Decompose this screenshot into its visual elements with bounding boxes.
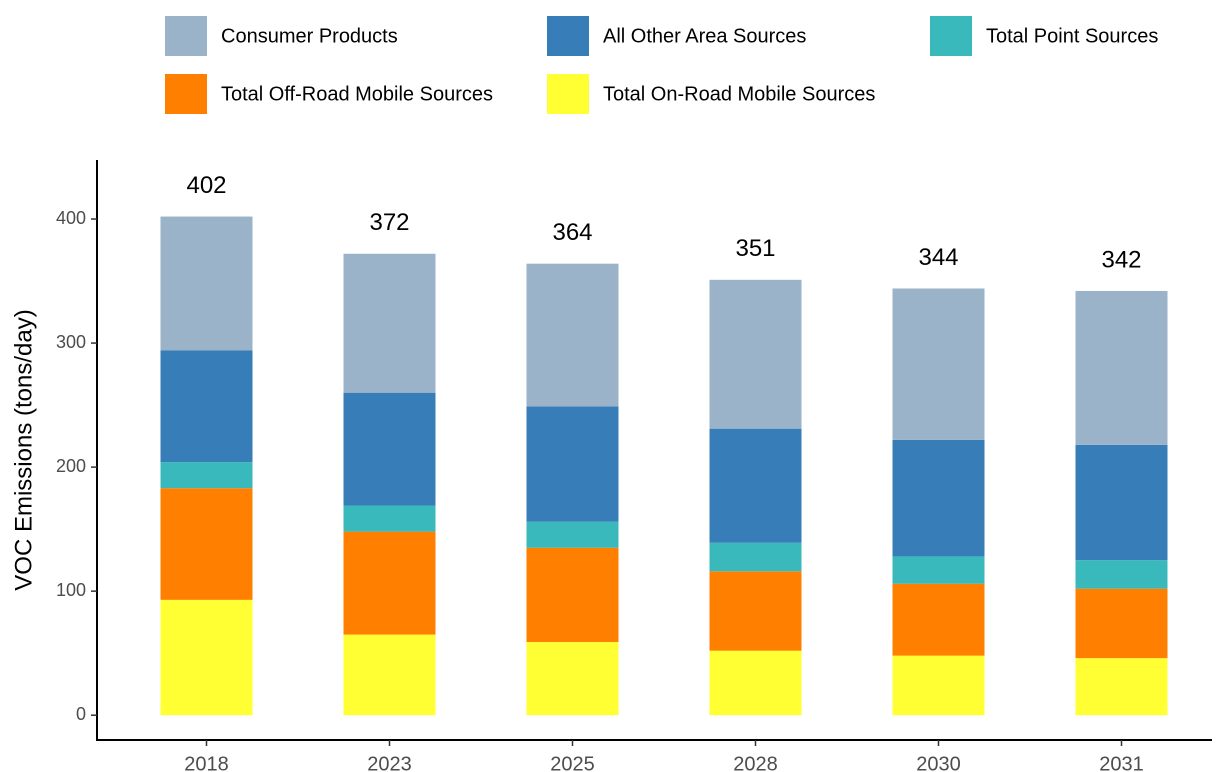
x-tick-label: 2018 bbox=[184, 753, 229, 772]
bar-segment bbox=[892, 288, 985, 440]
total-label: 364 bbox=[552, 219, 592, 246]
total-label: 342 bbox=[1101, 246, 1141, 273]
bar-segment bbox=[160, 599, 253, 716]
bar-segment bbox=[526, 642, 619, 716]
bar-segment bbox=[160, 462, 253, 489]
bar-segment bbox=[526, 406, 619, 522]
y-tick-label: 0 bbox=[76, 704, 86, 724]
bar-segment bbox=[709, 571, 802, 651]
bar-segment bbox=[526, 521, 619, 548]
bar-segment bbox=[343, 634, 436, 716]
bar-segment bbox=[1075, 444, 1168, 561]
bar-segment bbox=[709, 428, 802, 543]
bar-segment bbox=[709, 542, 802, 572]
legend-label: All Other Area Sources bbox=[603, 25, 806, 47]
bar-segment bbox=[160, 216, 253, 351]
legend-swatch bbox=[547, 74, 589, 114]
x-tick-label: 2031 bbox=[1099, 753, 1144, 772]
bar-segment bbox=[709, 650, 802, 716]
legend-label: Total Point Sources bbox=[986, 25, 1158, 47]
total-label: 344 bbox=[918, 244, 958, 271]
bar-segment bbox=[892, 655, 985, 716]
bar-segment bbox=[160, 488, 253, 600]
total-label: 402 bbox=[186, 172, 226, 199]
bar-segment bbox=[343, 505, 436, 532]
bar-segment bbox=[892, 439, 985, 557]
legend-swatch bbox=[547, 16, 589, 56]
bar-segment bbox=[709, 279, 802, 429]
bar-segment bbox=[892, 556, 985, 584]
bar-segment bbox=[1075, 290, 1168, 445]
bar-segment bbox=[526, 263, 619, 407]
legend-label: Total On-Road Mobile Sources bbox=[603, 83, 875, 105]
y-tick-label: 100 bbox=[56, 580, 86, 600]
bar-segment bbox=[892, 583, 985, 656]
bar-segment bbox=[526, 547, 619, 643]
total-label: 372 bbox=[369, 209, 409, 236]
bar-segment bbox=[1075, 588, 1168, 659]
y-axis-title: VOC Emissions (tons/day) bbox=[10, 309, 37, 590]
y-tick-label: 400 bbox=[56, 208, 86, 228]
legend-swatch bbox=[165, 16, 207, 56]
bar-segment bbox=[343, 253, 436, 393]
legend-swatch bbox=[165, 74, 207, 114]
x-tick-label: 2025 bbox=[550, 753, 595, 772]
bar-segment bbox=[343, 392, 436, 506]
y-tick-label: 200 bbox=[56, 456, 86, 476]
x-tick-label: 2028 bbox=[733, 753, 778, 772]
legend-swatch bbox=[930, 16, 972, 56]
y-tick-label: 300 bbox=[56, 332, 86, 352]
bar-segment bbox=[343, 531, 436, 635]
x-tick-label: 2030 bbox=[916, 753, 961, 772]
bar-segment bbox=[160, 350, 253, 463]
legend-label: Consumer Products bbox=[221, 25, 398, 47]
x-tick-label: 2023 bbox=[367, 753, 412, 772]
bar-segment bbox=[1075, 658, 1168, 716]
total-label: 351 bbox=[735, 235, 775, 262]
bar-segment bbox=[1075, 560, 1168, 589]
legend-label: Total Off-Road Mobile Sources bbox=[221, 83, 493, 105]
